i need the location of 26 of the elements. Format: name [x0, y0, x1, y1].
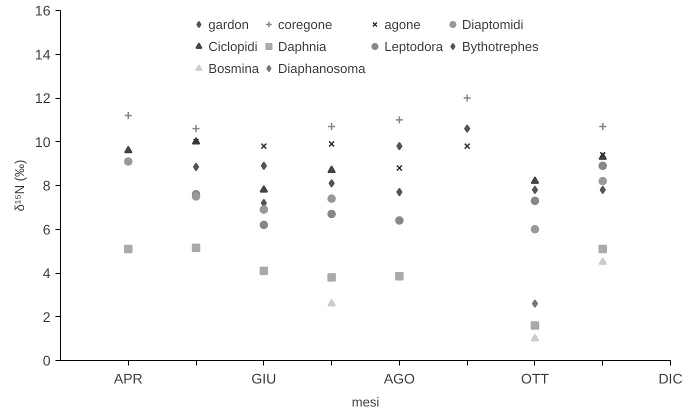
legend-label: Daphnia	[278, 38, 326, 54]
y-tick-label: 16	[34, 2, 51, 18]
legend-label: Bythotrephes	[462, 38, 539, 54]
legend-label: gardon	[208, 16, 249, 32]
y-tick-label: 4	[42, 265, 51, 281]
y-tick-label: 0	[42, 352, 51, 368]
legend-label: coregone	[278, 16, 332, 32]
legend-label: Diaphanosoma	[278, 60, 366, 76]
y-tick-label: 10	[34, 134, 51, 150]
legend-label: Ciclopidi	[208, 38, 258, 54]
y-tick-label: 2	[42, 308, 51, 325]
y-tick-label: 12	[34, 90, 51, 106]
legend-label: agone	[384, 16, 421, 32]
y-tick-label: 6	[42, 221, 51, 238]
x-tick-label: GIU	[251, 370, 276, 386]
x-axis-title: mesi	[352, 394, 380, 410]
legend-label: Leptodora	[384, 38, 443, 54]
y-tick-label: 14	[34, 46, 51, 62]
x-tick-label: AGO	[384, 370, 416, 386]
x-tick-label: OTT	[520, 370, 550, 386]
y-tick-label: 8	[42, 178, 51, 194]
legend-label: Diaptomidi	[462, 16, 524, 32]
x-tick-label: DIC	[658, 370, 683, 386]
legend-label: Bosmina	[208, 60, 259, 76]
y-axis-title: δ¹⁵N (‰)	[12, 160, 27, 212]
x-tick-label: APR	[114, 370, 143, 386]
